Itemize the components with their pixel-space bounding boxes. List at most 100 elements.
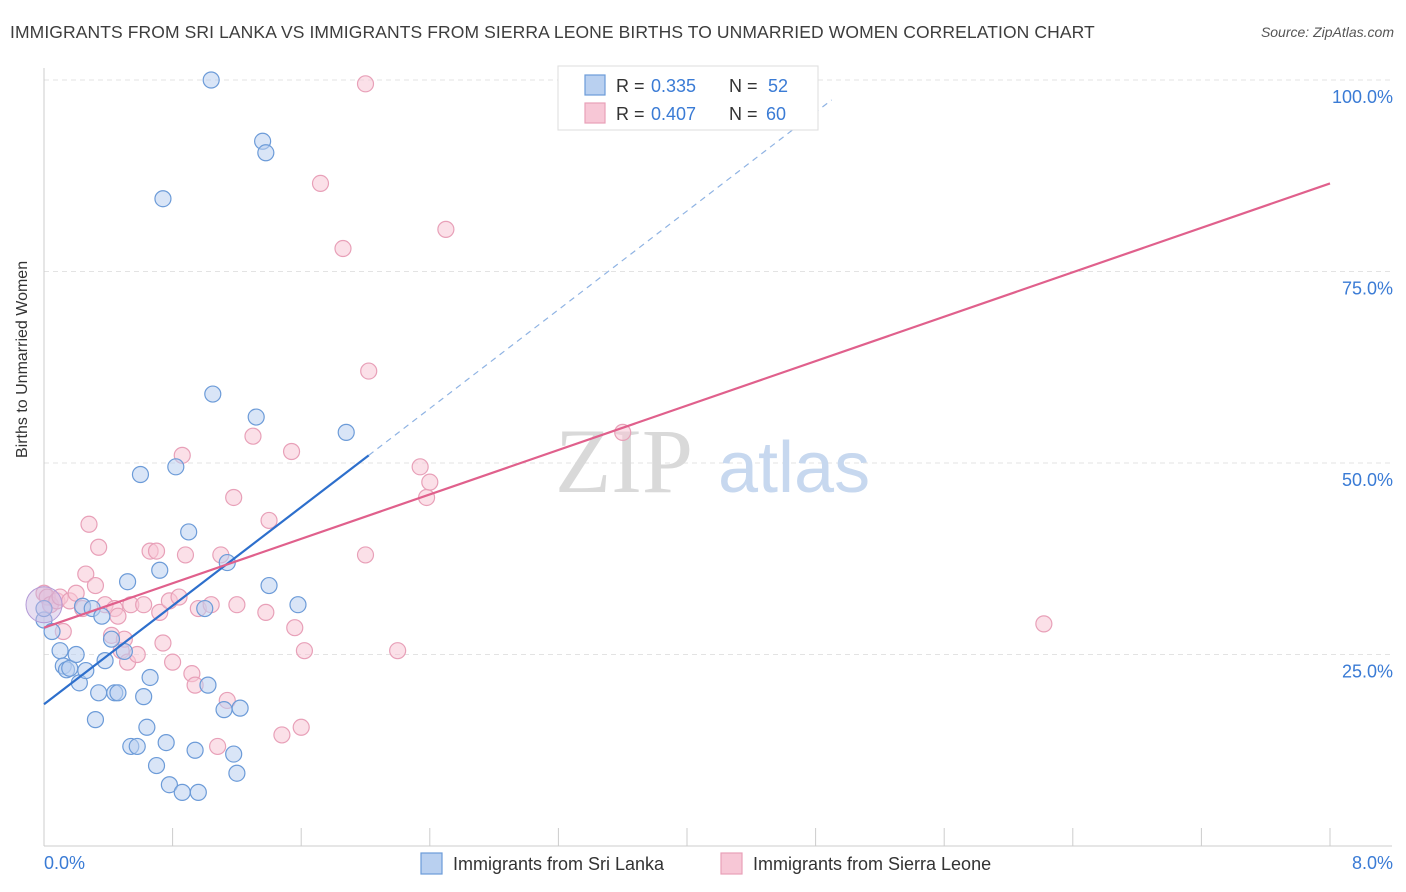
- point-sri-lanka: [186, 741, 204, 759]
- trend-line-sri-lanka-extension: [368, 99, 833, 456]
- point-sierra-leone: [90, 538, 108, 556]
- point-sierra-leone: [225, 488, 243, 507]
- point-sri-lanka: [225, 745, 243, 763]
- point-sierra-leone: [154, 634, 172, 652]
- point-sri-lanka: [337, 423, 355, 441]
- point-sierra-leone: [260, 511, 278, 530]
- point-sri-lanka: [228, 764, 246, 782]
- point-sri-lanka: [43, 622, 61, 641]
- point-sri-lanka: [86, 711, 105, 729]
- point-sierra-leone: [176, 546, 195, 564]
- stats-r-label-1: R =: [616, 76, 645, 96]
- point-sri-lanka: [154, 190, 172, 208]
- point-sri-lanka: [128, 737, 146, 756]
- watermark: ZIP atlas: [555, 410, 870, 512]
- x-tick-label: 0.0%: [44, 853, 85, 873]
- point-sierra-leone: [257, 603, 275, 621]
- point-sri-lanka: [180, 523, 198, 541]
- point-sierra-leone: [360, 362, 378, 380]
- stats-swatch-sri-lanka: [584, 74, 606, 96]
- point-sierra-leone: [273, 726, 291, 744]
- point-sierra-leone: [437, 220, 455, 238]
- point-sierra-leone: [421, 473, 439, 491]
- point-sri-lanka: [131, 465, 150, 484]
- point-sri-lanka: [231, 699, 249, 717]
- point-sri-lanka: [109, 684, 127, 702]
- point-sri-lanka: [199, 676, 217, 694]
- point-sri-lanka: [167, 458, 185, 476]
- x-tick-label: 8.0%: [1352, 853, 1393, 873]
- point-sri-lanka: [215, 701, 233, 719]
- legend-swatch-sri-lanka: [420, 852, 443, 875]
- point-sri-lanka: [141, 668, 159, 687]
- point-sri-lanka: [102, 630, 121, 648]
- trend-line-sierra-leone: [43, 182, 1331, 629]
- point-sri-lanka: [90, 684, 108, 702]
- y-tick-label: 25.0%: [1342, 662, 1393, 682]
- point-sri-lanka: [138, 718, 156, 736]
- point-sierra-leone: [356, 75, 375, 93]
- point-sri-lanka: [173, 783, 191, 801]
- point-sierra-leone: [147, 542, 166, 560]
- stats-n-value-2: 60: [766, 104, 786, 124]
- legend-label-sierra-leone: Immigrants from Sierra Leone: [753, 854, 991, 874]
- point-sierra-leone: [209, 737, 227, 756]
- legend-label-sri-lanka: Immigrants from Sri Lanka: [453, 854, 665, 874]
- point-sierra-leone: [228, 596, 246, 614]
- point-sri-lanka: [118, 573, 137, 591]
- point-sierra-leone: [292, 718, 310, 736]
- y-tick-label: 75.0%: [1342, 279, 1393, 299]
- legend-swatch-sierra-leone: [720, 852, 743, 875]
- y-tick-label: 50.0%: [1342, 470, 1393, 490]
- point-sierra-leone: [295, 642, 314, 660]
- point-sri-lanka: [202, 71, 220, 89]
- point-sri-lanka: [51, 642, 69, 660]
- point-sri-lanka: [147, 756, 166, 775]
- point-sierra-leone: [164, 653, 182, 671]
- point-sierra-leone: [244, 427, 262, 445]
- point-sierra-leone: [80, 515, 98, 533]
- point-sri-lanka: [157, 733, 175, 752]
- point-sierra-leone: [282, 442, 301, 461]
- trend-line-sri-lanka: [43, 454, 370, 706]
- data-points: [25, 71, 1053, 801]
- trend-lines: [43, 99, 1331, 706]
- point-sri-lanka: [247, 408, 265, 426]
- stats-swatch-sierra-leone: [584, 102, 606, 124]
- bottom-legend: Immigrants from Sri Lanka Immigrants fro…: [420, 852, 991, 875]
- stats-r-label-2: R =: [616, 104, 645, 124]
- point-sierra-leone: [86, 576, 105, 595]
- point-cluster: [25, 586, 63, 624]
- axes: [43, 68, 1392, 847]
- watermark-atlas: atlas: [718, 428, 870, 508]
- point-sri-lanka: [189, 783, 207, 801]
- point-sierra-leone: [151, 603, 169, 621]
- point-sri-lanka: [260, 576, 278, 595]
- point-sierra-leone: [135, 596, 153, 614]
- point-sierra-leone: [1035, 615, 1053, 633]
- point-sri-lanka: [289, 596, 307, 614]
- point-sierra-leone: [170, 588, 188, 606]
- point-sierra-leone: [109, 607, 127, 625]
- point-sri-lanka: [96, 652, 114, 670]
- stats-legend: R = 0.335 N = 52 R = 0.407 N = 60: [557, 65, 819, 131]
- stats-n-value-1: 52: [768, 76, 788, 96]
- point-sierra-leone: [334, 239, 352, 258]
- point-sierra-leone: [286, 619, 304, 637]
- tick-labels: 25.0% 50.0% 75.0% 100.0% 0.0% 8.0%: [44, 87, 1393, 873]
- point-sierra-leone: [77, 565, 95, 583]
- point-sri-lanka: [135, 688, 153, 706]
- point-sierra-leone: [411, 458, 429, 476]
- point-sri-lanka: [67, 645, 85, 664]
- point-sierra-leone: [389, 642, 407, 660]
- stats-n-label-2: N =: [729, 104, 758, 124]
- chart-source: Source: ZipAtlas.com: [1260, 24, 1394, 40]
- grid-lines: [44, 79, 1392, 655]
- point-sierra-leone: [311, 174, 330, 193]
- stats-r-value-2: 0.407: [651, 104, 696, 124]
- point-sierra-leone: [356, 546, 375, 564]
- point-sri-lanka: [257, 144, 275, 162]
- stats-r-value-1: 0.335: [651, 76, 696, 96]
- point-sri-lanka: [160, 776, 178, 794]
